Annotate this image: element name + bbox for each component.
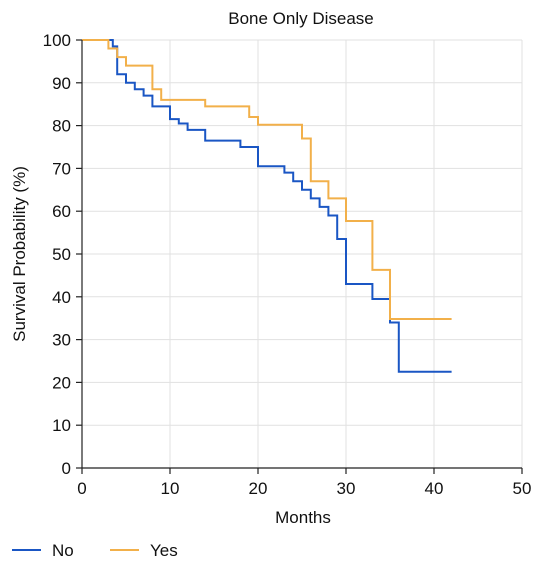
y-tick-label: 20 (52, 373, 71, 392)
series-line-no (82, 39, 452, 373)
y-tick-label: 90 (52, 74, 71, 93)
y-tick-label: 0 (62, 459, 71, 478)
y-tick-label: 10 (52, 416, 71, 435)
x-tick-label: 40 (425, 479, 444, 498)
y-tick-label: 100 (43, 31, 71, 50)
legend-label: Yes (150, 541, 178, 560)
chart-title: Bone Only Disease (228, 9, 374, 28)
x-axis-title: Months (275, 508, 331, 527)
ticks: 0 10 20 30 40 50 0 10 20 30 40 50 60 70 80 90 100 (43, 31, 532, 498)
legend-item-no: No (12, 541, 74, 560)
legend-item-yes: Yes (110, 541, 178, 560)
series-line-yes (82, 39, 452, 321)
y-tick-label: 80 (52, 117, 71, 136)
series-group (82, 39, 452, 373)
y-tick-label: 30 (52, 331, 71, 350)
y-tick-label: 40 (52, 288, 71, 307)
grid (82, 39, 523, 468)
y-axis-title: Survival Probability (%) (10, 166, 29, 342)
x-tick-label: 30 (337, 479, 356, 498)
y-tick-label: 60 (52, 202, 71, 221)
legend: No Yes (12, 541, 178, 560)
legend-label: No (52, 541, 74, 560)
x-tick-label: 50 (513, 479, 532, 498)
y-tick-label: 70 (52, 159, 71, 178)
y-tick-label: 50 (52, 245, 71, 264)
x-tick-label: 20 (249, 479, 268, 498)
x-tick-label: 10 (161, 479, 180, 498)
x-tick-label: 0 (77, 479, 86, 498)
